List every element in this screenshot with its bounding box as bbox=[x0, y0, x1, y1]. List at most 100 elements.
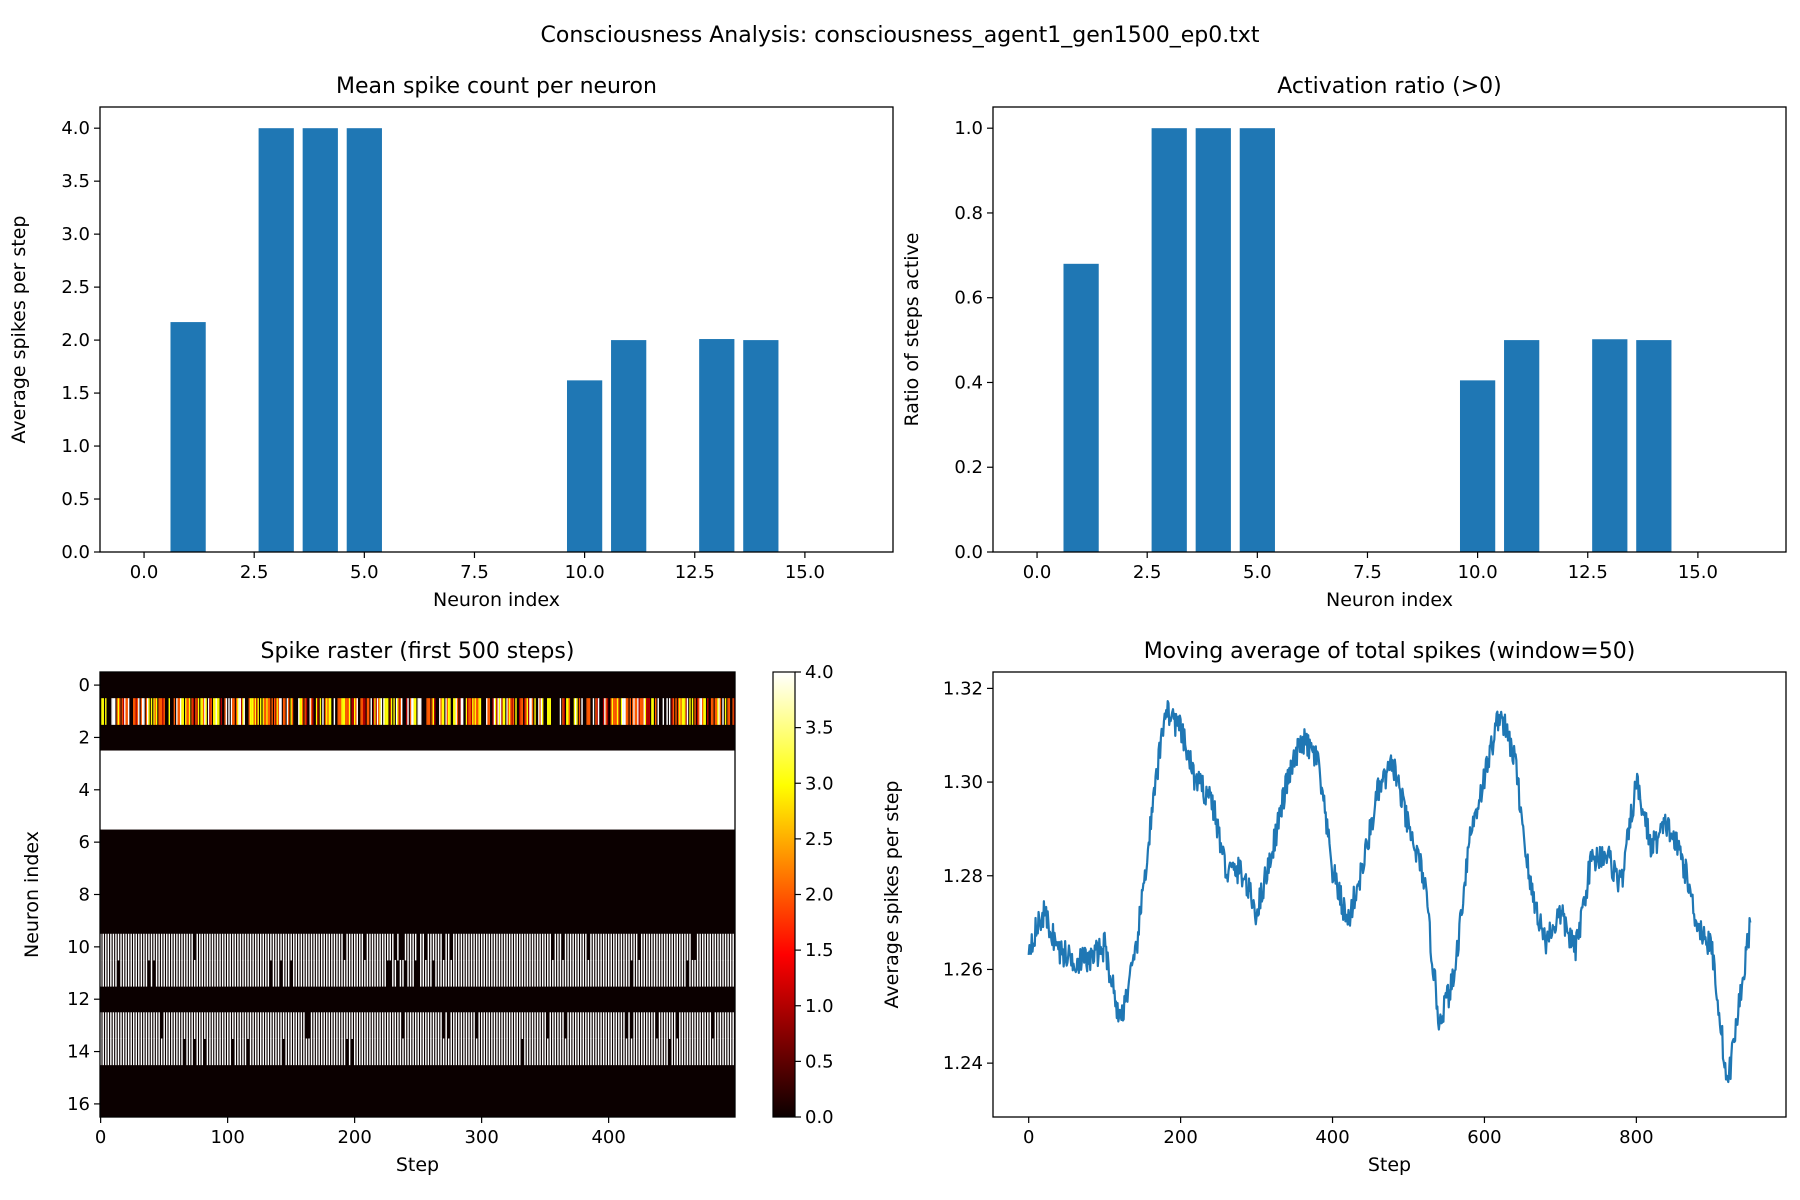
raster-cell bbox=[701, 933, 704, 961]
raster-cell bbox=[635, 1012, 638, 1039]
raster-cell bbox=[348, 1012, 351, 1039]
raster-cell bbox=[221, 1038, 224, 1066]
x-tick-label: 15.0 bbox=[785, 562, 825, 583]
raster-cell bbox=[557, 933, 559, 961]
raster-cell bbox=[374, 1012, 376, 1039]
raster-row-saturated bbox=[100, 750, 735, 778]
raster-cell bbox=[366, 698, 369, 725]
raster-cell bbox=[534, 1012, 536, 1039]
raster-cell bbox=[298, 933, 300, 961]
raster-cell bbox=[468, 1038, 470, 1066]
raster-cell bbox=[539, 933, 541, 961]
raster-cell bbox=[653, 933, 656, 961]
raster-cell bbox=[475, 698, 478, 725]
raster-cell bbox=[511, 933, 513, 961]
raster-cell bbox=[473, 1012, 475, 1039]
raster-cell bbox=[127, 959, 130, 987]
raster-cell bbox=[247, 959, 249, 987]
raster-cell bbox=[364, 1012, 366, 1039]
raster-cell bbox=[618, 959, 620, 987]
raster-cell bbox=[684, 698, 686, 725]
raster-cell bbox=[707, 933, 709, 961]
raster-cell bbox=[541, 959, 544, 987]
raster-cell bbox=[163, 959, 165, 987]
raster-cell bbox=[163, 698, 165, 725]
raster-cell bbox=[282, 698, 285, 725]
raster-cell bbox=[280, 933, 282, 961]
y-tick-label: 0.8 bbox=[954, 203, 983, 224]
raster-cell bbox=[544, 959, 546, 987]
raster-cell bbox=[722, 1012, 724, 1039]
raster-cell bbox=[267, 959, 270, 987]
raster-cell bbox=[102, 1038, 104, 1066]
raster-cell bbox=[654, 698, 657, 725]
raster-cell bbox=[328, 959, 331, 987]
raster-cell bbox=[440, 933, 442, 961]
raster-cell bbox=[122, 959, 125, 987]
raster-cell bbox=[585, 933, 587, 961]
raster-cell bbox=[597, 698, 600, 725]
raster-cell bbox=[346, 698, 348, 725]
raster-cell bbox=[402, 1038, 404, 1066]
raster-cell bbox=[300, 1012, 303, 1039]
raster-cell bbox=[133, 1012, 135, 1039]
raster-cell bbox=[371, 959, 374, 987]
raster-cell bbox=[729, 1012, 732, 1039]
raster-cell bbox=[605, 1012, 607, 1039]
raster-cell bbox=[434, 698, 436, 725]
raster-cell bbox=[510, 698, 512, 725]
raster-cell bbox=[272, 933, 275, 961]
raster-cell bbox=[244, 1012, 247, 1039]
raster-cell bbox=[557, 959, 559, 987]
raster-cell bbox=[252, 1012, 254, 1039]
raster-cell bbox=[384, 698, 386, 725]
raster-cell bbox=[392, 1038, 394, 1066]
raster-cell bbox=[400, 698, 403, 725]
x-tick-label: 800 bbox=[1619, 1127, 1653, 1148]
raster-cell bbox=[329, 698, 332, 725]
raster-cell bbox=[572, 959, 574, 987]
raster-cell bbox=[389, 933, 391, 961]
raster-cell bbox=[420, 959, 422, 987]
raster-cell bbox=[320, 959, 323, 987]
raster-cell bbox=[153, 1038, 155, 1066]
raster-cell bbox=[102, 933, 104, 961]
raster-cell bbox=[336, 1038, 338, 1066]
raster-cell bbox=[414, 1038, 417, 1066]
raster-cell bbox=[127, 698, 130, 725]
raster-cell bbox=[216, 1012, 219, 1039]
raster-cell bbox=[615, 959, 618, 987]
raster-cell bbox=[150, 933, 153, 961]
raster-cell bbox=[374, 1038, 376, 1066]
raster-cell bbox=[333, 933, 336, 961]
raster-cell bbox=[701, 959, 704, 987]
raster-cell bbox=[623, 698, 625, 725]
raster-cell bbox=[354, 959, 356, 987]
raster-cell bbox=[639, 698, 642, 725]
raster-cell bbox=[539, 698, 541, 725]
raster-cell bbox=[699, 959, 701, 987]
raster-cell bbox=[120, 933, 122, 961]
raster-cell bbox=[657, 698, 659, 725]
raster-cell bbox=[122, 698, 125, 725]
y-tick-label: 1.32 bbox=[943, 678, 983, 699]
raster-cell bbox=[559, 933, 562, 961]
raster-cell bbox=[275, 933, 277, 961]
raster-cell bbox=[148, 698, 150, 725]
raster-cell bbox=[516, 1038, 518, 1066]
y-tick-label: 8 bbox=[79, 885, 90, 906]
bar bbox=[1195, 128, 1231, 552]
y-tick-label: 1.0 bbox=[954, 118, 983, 139]
raster-cell bbox=[488, 1038, 491, 1066]
raster-cell bbox=[494, 698, 497, 725]
raster-cell bbox=[362, 698, 365, 725]
raster-cell bbox=[526, 1038, 529, 1066]
raster-cell bbox=[487, 698, 489, 725]
x-axis-label: Neuron index bbox=[433, 589, 560, 611]
raster-cell bbox=[712, 933, 714, 961]
raster-cell bbox=[453, 698, 455, 725]
raster-cell bbox=[524, 1012, 526, 1039]
raster-cell bbox=[595, 933, 597, 961]
raster-cell bbox=[547, 959, 549, 987]
raster-cell bbox=[232, 959, 234, 987]
